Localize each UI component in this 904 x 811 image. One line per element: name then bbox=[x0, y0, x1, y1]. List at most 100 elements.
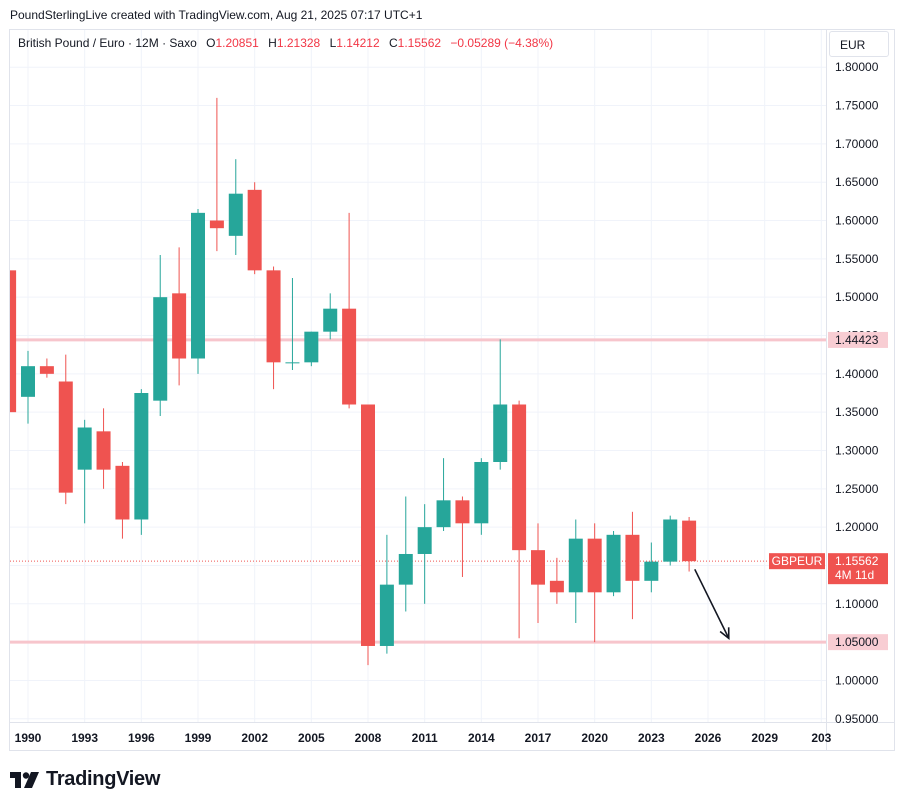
x-tick-label: 1996 bbox=[128, 731, 155, 745]
candle-body bbox=[361, 404, 375, 646]
y-tick-label: 1.75000 bbox=[835, 99, 879, 113]
candle bbox=[172, 247, 187, 386]
candle-body bbox=[512, 404, 527, 551]
candle bbox=[361, 404, 375, 666]
legend-close: 1.15562 bbox=[397, 36, 442, 50]
x-tick-label: 2017 bbox=[525, 731, 552, 745]
tradingview-logo[interactable]: TradingView bbox=[10, 768, 160, 791]
candle bbox=[266, 266, 281, 390]
y-tick-label: 1.30000 bbox=[835, 443, 879, 457]
candle bbox=[531, 523, 545, 623]
candle bbox=[625, 511, 640, 620]
candle-body bbox=[304, 331, 319, 363]
candle bbox=[549, 557, 564, 604]
candle bbox=[21, 350, 35, 424]
candle bbox=[96, 408, 111, 489]
candle bbox=[115, 461, 130, 539]
legend-low-label: L bbox=[329, 36, 337, 50]
candle bbox=[323, 293, 338, 340]
candle bbox=[682, 516, 697, 572]
y-tick-label: 1.60000 bbox=[835, 214, 879, 228]
candle-body bbox=[398, 553, 413, 585]
x-tick-label: 2008 bbox=[355, 731, 382, 745]
y-tick-label: 1.00000 bbox=[835, 673, 879, 687]
candle-body bbox=[606, 534, 621, 593]
x-tick-label: 2023 bbox=[638, 731, 665, 745]
candle-body bbox=[644, 561, 659, 581]
y-tick-label: 1.55000 bbox=[835, 252, 879, 266]
candle bbox=[191, 209, 205, 374]
tradingview-logo-icon bbox=[10, 771, 39, 788]
y-tick-label: 1.70000 bbox=[835, 137, 879, 151]
candle bbox=[455, 496, 470, 577]
candle bbox=[606, 530, 621, 597]
candle-body bbox=[663, 519, 678, 562]
legend-open-label: O bbox=[206, 36, 216, 50]
candle bbox=[77, 419, 92, 524]
y-tick-label: 1.40000 bbox=[835, 367, 879, 381]
candle-body bbox=[153, 297, 168, 401]
x-tick-label: 2026 bbox=[695, 731, 722, 745]
candle bbox=[417, 504, 432, 604]
annotation-arrowhead bbox=[719, 627, 730, 640]
candle-body bbox=[191, 212, 205, 359]
level-price-tag bbox=[828, 634, 888, 651]
candle-body bbox=[455, 500, 470, 524]
candle bbox=[512, 400, 527, 639]
x-tick-label: 2029 bbox=[751, 731, 778, 745]
candle-body bbox=[531, 550, 545, 585]
candle-body bbox=[493, 404, 508, 462]
y-tick-label: 1.10000 bbox=[835, 597, 879, 611]
candle-body bbox=[342, 308, 357, 405]
x-tick-label: 203 bbox=[811, 731, 831, 745]
y-tick-label: 1.35000 bbox=[835, 405, 879, 419]
current-price-tag bbox=[828, 553, 888, 585]
candle-body bbox=[285, 362, 300, 364]
level-price-label: 1.05000 bbox=[835, 635, 879, 649]
legend-high-label: H bbox=[268, 36, 277, 50]
candle-body bbox=[247, 189, 262, 271]
candle-body bbox=[77, 427, 92, 470]
candle-body bbox=[115, 465, 130, 520]
y-tick-label: 1.20000 bbox=[835, 520, 879, 534]
annotation-arrow bbox=[694, 568, 730, 639]
candle-body bbox=[58, 381, 73, 493]
x-tick-label: 2005 bbox=[298, 731, 325, 745]
candle-body bbox=[39, 366, 54, 374]
legend-low: 1.14212 bbox=[336, 36, 380, 50]
chart-credit: PoundSterlingLive created with TradingVi… bbox=[10, 8, 423, 22]
legend-close-label: C bbox=[389, 36, 398, 50]
candle bbox=[153, 255, 168, 416]
candle-body bbox=[549, 580, 564, 593]
y-tick-label: 1.50000 bbox=[835, 290, 879, 304]
candle-body bbox=[587, 538, 602, 593]
candle bbox=[304, 331, 319, 367]
candle bbox=[10, 270, 17, 413]
currency-button[interactable]: EUR bbox=[829, 31, 889, 57]
level-price-label: 1.44423 bbox=[835, 333, 879, 347]
candle-body bbox=[228, 193, 243, 236]
candle bbox=[209, 97, 224, 252]
candle bbox=[58, 354, 73, 505]
chart-legend: British Pound / Euro · 12M · Saxo O1.208… bbox=[18, 36, 553, 50]
x-tick-label: 2011 bbox=[412, 731, 438, 745]
candle bbox=[663, 515, 678, 566]
candle bbox=[644, 542, 659, 593]
candle bbox=[436, 458, 451, 531]
chart-panel[interactable] bbox=[9, 29, 895, 751]
tradingview-wordmark: TradingView bbox=[46, 768, 161, 790]
candle-body bbox=[172, 293, 187, 359]
y-tick-label: 0.95000 bbox=[835, 712, 879, 726]
candle bbox=[342, 212, 357, 409]
candle bbox=[493, 339, 508, 470]
candle bbox=[474, 458, 489, 535]
x-tick-label: 2002 bbox=[241, 731, 268, 745]
candle-body bbox=[134, 393, 149, 520]
x-tick-label: 1993 bbox=[71, 731, 98, 745]
candle bbox=[398, 496, 413, 612]
candle-body bbox=[209, 220, 224, 229]
candle bbox=[134, 389, 149, 535]
candle bbox=[568, 519, 583, 623]
candle-body bbox=[436, 500, 451, 528]
